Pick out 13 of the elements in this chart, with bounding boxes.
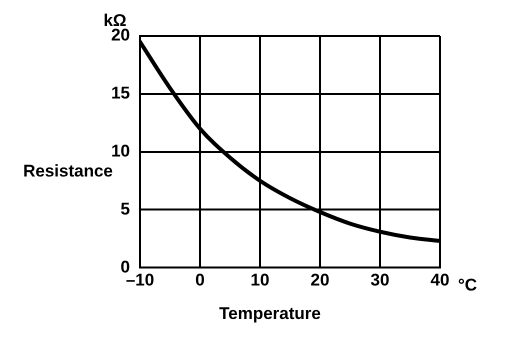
y-axis-title: Resistance: [23, 161, 113, 180]
x-tick-label: 30: [370, 270, 390, 290]
text: °C: [458, 275, 478, 294]
x-tick-label: 0: [195, 270, 205, 290]
y-tick-label: 0: [120, 257, 130, 276]
y-tick-label: 20: [111, 26, 130, 45]
x-tick-label: 20: [310, 270, 330, 290]
y-tick-label: 10: [111, 141, 130, 160]
x-tick-label: 10: [250, 270, 270, 290]
y-tick-label: 5: [120, 199, 130, 218]
x-axis-title: Temperature: [219, 304, 321, 323]
x-tick-label: 40: [430, 270, 450, 290]
y-tick-label: 15: [111, 84, 130, 103]
